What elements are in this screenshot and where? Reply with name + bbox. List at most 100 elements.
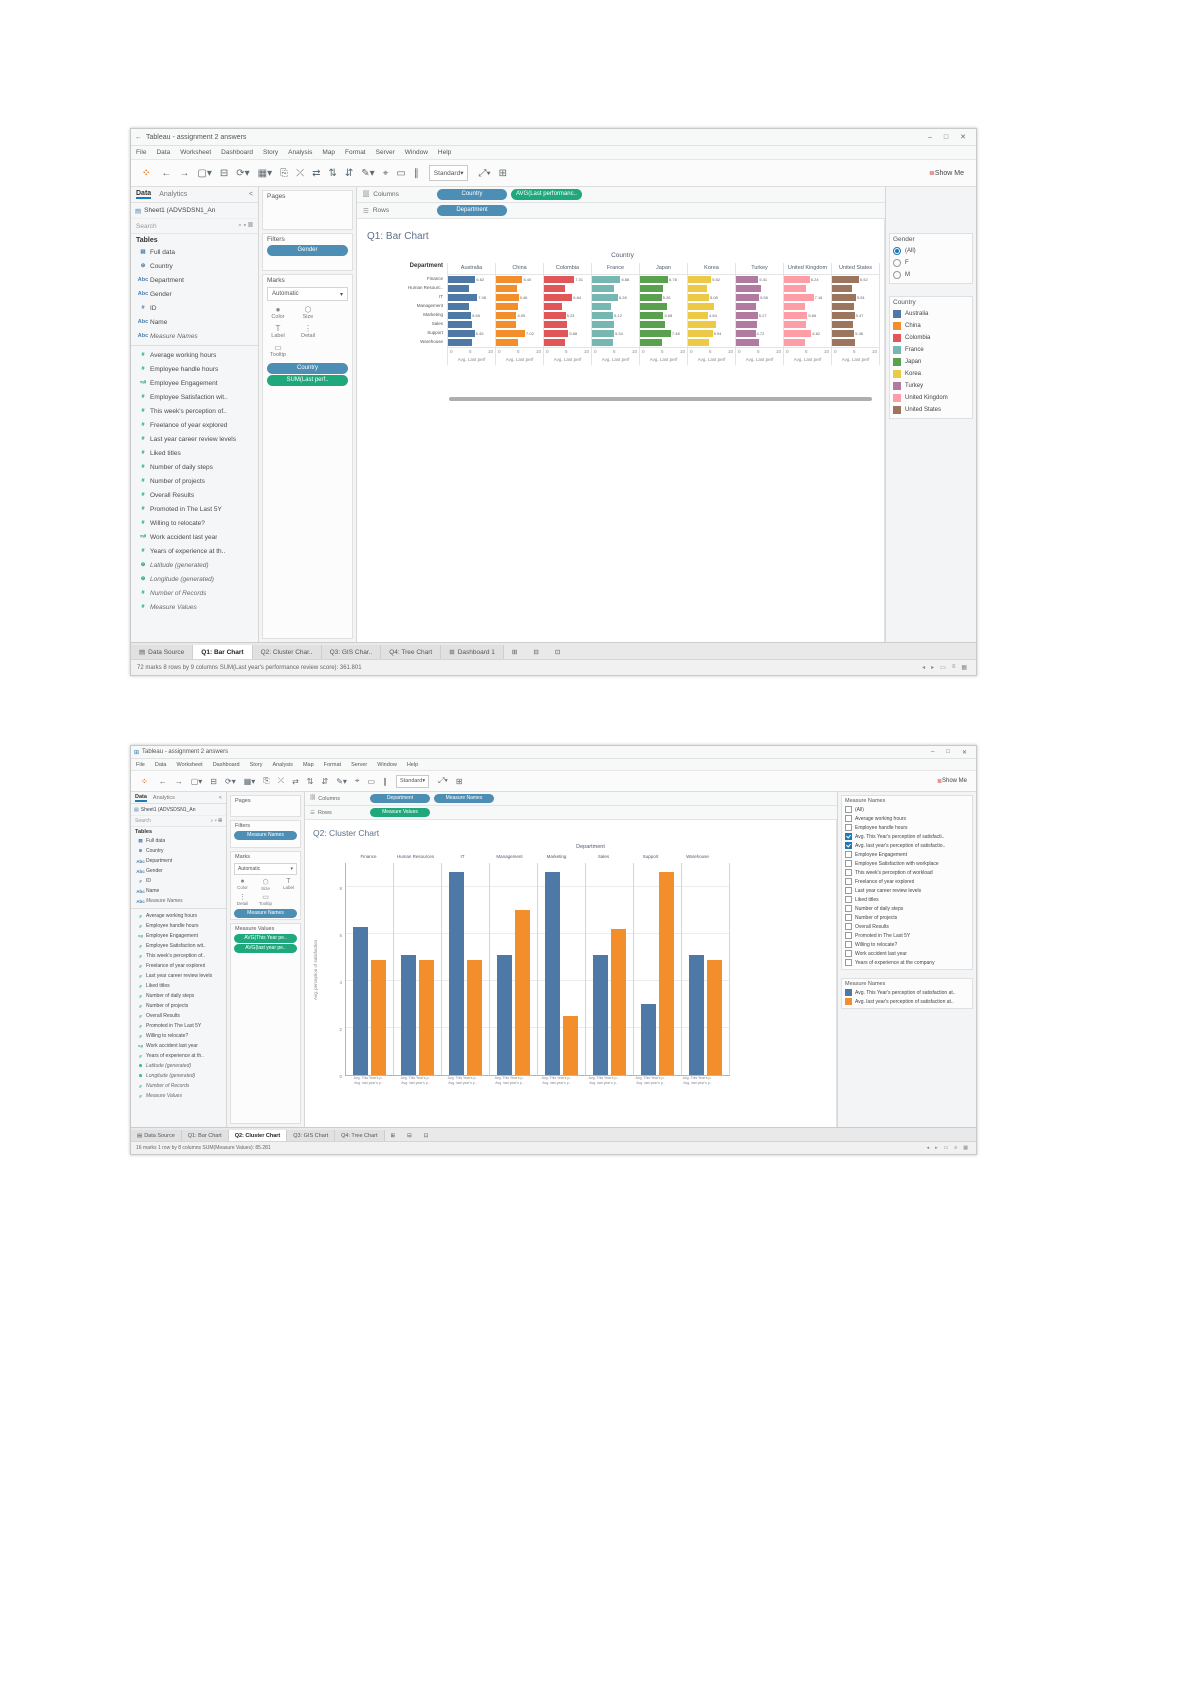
menu-story[interactable]: Story — [249, 761, 263, 768]
checkbox-icon[interactable] — [845, 923, 852, 930]
menu-worksheet[interactable]: Worksheet — [180, 149, 212, 156]
minimize-icon[interactable]: – — [931, 749, 935, 755]
checkbox-icon[interactable] — [845, 833, 852, 840]
marks-pill-measure-names[interactable]: Measure Names — [234, 909, 297, 918]
bar-mark[interactable] — [688, 330, 713, 337]
field-name[interactable]: Abc Name — [131, 315, 258, 329]
bar-mark[interactable] — [784, 312, 808, 319]
mark-type-dropdown[interactable]: Automatic ▾ — [267, 287, 348, 301]
field-id[interactable]: # ID — [131, 301, 258, 315]
measure-name-item[interactable]: Promoted in The Last 5Y — [845, 931, 969, 940]
field-work-accident-last-year[interactable]: =# Work accident last year — [131, 1041, 226, 1051]
sheet-tab-q4-tree-chart[interactable]: Q4: Tree Chart — [335, 1130, 385, 1141]
field-latitude-generated-[interactable]: ⊕ Latitude (generated) — [131, 558, 258, 572]
field-this-week-s-perception-of-[interactable]: # This week's perception of.. — [131, 404, 258, 418]
measure-name-item[interactable]: This week's perception of workload — [845, 868, 969, 877]
marks-button-detail[interactable]: ⋮ Detail — [231, 892, 254, 907]
bar-mark[interactable] — [544, 285, 565, 292]
status-icon-4[interactable]: ▦ — [963, 1145, 968, 1151]
toolbar-icon-5[interactable]: ▦▾ — [243, 776, 256, 786]
columns-pill-department[interactable]: Department — [370, 794, 430, 803]
field-gender[interactable]: Abc Gender — [131, 866, 226, 876]
menu-format[interactable]: Format — [323, 761, 342, 768]
checkbox-icon[interactable] — [845, 887, 852, 894]
field-willing-to-relocate-[interactable]: # Willing to relocate? — [131, 1031, 226, 1041]
bar-mark[interactable] — [784, 276, 810, 283]
menu-dashboard[interactable]: Dashboard — [212, 761, 240, 768]
measure-values-pill-avg-last-year-pe-[interactable]: AVG(last year pe.. — [234, 944, 297, 953]
status-icon-2[interactable]: ▭ — [940, 665, 946, 671]
field-employee-handle-hours[interactable]: # Employee handle hours — [131, 921, 226, 931]
toolbar-icon-11[interactable]: ✎▾ — [361, 167, 375, 179]
bar-mark[interactable] — [496, 303, 519, 310]
measure-values-pill-avg-this-year-pe-[interactable]: AVG(This Year pe.. — [234, 934, 297, 943]
bar-mark[interactable] — [640, 294, 662, 301]
checkbox-icon[interactable] — [845, 851, 852, 858]
field-full-data[interactable]: ▤ Full data — [131, 245, 258, 259]
toolbar-icon-4[interactable]: ⟳▾ — [224, 776, 236, 786]
sheet-tab-data-source[interactable]: ▤ Data Source — [131, 1130, 182, 1141]
radio-icon[interactable] — [893, 271, 901, 279]
bar-mark[interactable] — [448, 294, 478, 301]
status-icon-0[interactable]: ◂ — [922, 665, 926, 671]
toolbar-icon-12[interactable]: ⌖ — [354, 776, 360, 785]
bar-mark[interactable] — [353, 926, 368, 1075]
sheet-tab-q1-bar-chart[interactable]: Q1: Bar Chart — [193, 645, 253, 659]
new-dashboard-icon[interactable]: ⊟ — [533, 649, 539, 656]
measure-name-item[interactable]: Work accident last year — [845, 949, 969, 958]
collapse-pane-icon[interactable]: < — [248, 191, 253, 198]
field-willing-to-relocate-[interactable]: # Willing to relocate? — [131, 516, 258, 530]
rows-pill-department[interactable]: Department — [437, 205, 507, 216]
field-id[interactable]: # ID — [131, 876, 226, 886]
field-number-of-daily-steps[interactable]: # Number of daily steps — [131, 991, 226, 1001]
toolbar-icon-2[interactable]: ▢▾ — [197, 167, 212, 179]
field-average-working-hours[interactable]: # Average working hours — [131, 911, 226, 921]
field-number-of-daily-steps[interactable]: # Number of daily steps — [131, 460, 258, 474]
bar-mark[interactable] — [611, 928, 626, 1075]
rows-shelf[interactable]: ☰ Rows Department — [357, 203, 885, 219]
toolbar-icon-12[interactable]: ⌖ — [382, 167, 389, 179]
bar-mark[interactable] — [736, 312, 758, 319]
checkbox-icon[interactable] — [845, 878, 852, 885]
field-measure-values[interactable]: # Measure Values — [131, 1091, 226, 1101]
field-country[interactable]: ⊕ Country — [131, 259, 258, 273]
bar-mark[interactable] — [832, 294, 857, 301]
measure-name-item[interactable]: Average working hours — [845, 814, 969, 823]
measure-name-item[interactable]: Willing to relocate? — [845, 940, 969, 949]
toolbar-icon-9[interactable]: ⇅ — [328, 167, 337, 179]
bar-mark[interactable] — [593, 954, 608, 1075]
bar-mark[interactable] — [592, 339, 614, 346]
field-gender[interactable]: Abc Gender — [131, 287, 258, 301]
search-icons[interactable]: ⌕ ▾ ▦ — [238, 222, 253, 229]
bar-mark[interactable] — [736, 285, 762, 292]
field-measure-values[interactable]: # Measure Values — [131, 600, 258, 614]
bar-mark[interactable] — [448, 276, 476, 283]
field-years-of-experience-at-th-[interactable]: # Years of experience at th.. — [131, 544, 258, 558]
toolbar-right-icon-1[interactable]: ⊞ — [498, 167, 508, 179]
bar-mark[interactable] — [544, 321, 568, 328]
bar-mark[interactable] — [544, 276, 575, 283]
sheet-tab-data-source[interactable]: ▤ Data Source — [131, 645, 194, 659]
new-story-icon[interactable]: ⊡ — [423, 1132, 429, 1139]
toolbar-icon-3[interactable]: ⊟ — [219, 167, 229, 179]
field-freelance-of-year-explored[interactable]: # Freelance of year explored — [131, 418, 258, 432]
fit-dropdown[interactable]: Standard ▾ — [428, 165, 469, 181]
bar-mark[interactable] — [448, 303, 470, 310]
checkbox-icon[interactable] — [845, 905, 852, 912]
menu-data[interactable]: Data — [156, 149, 171, 156]
datasource-name[interactable]: Sheet1 (ADVSDSN1_An — [140, 806, 196, 813]
bar-mark[interactable] — [784, 321, 807, 328]
marks-button-tooltip[interactable]: ▭ Tooltip — [263, 341, 293, 360]
checkbox-icon[interactable] — [845, 869, 852, 876]
toolbar-icon-6[interactable]: ⎘ — [280, 167, 289, 179]
field-overall-results[interactable]: # Overall Results — [131, 488, 258, 502]
menu-window[interactable]: Window — [377, 761, 397, 768]
bar-mark[interactable] — [640, 330, 671, 337]
field-last-year-career-review-levels[interactable]: # Last year career review levels — [131, 432, 258, 446]
bar-mark[interactable] — [832, 312, 855, 319]
columns-pill-country[interactable]: Country — [437, 189, 507, 200]
measure-name-item[interactable]: Freelance of year explored — [845, 877, 969, 886]
toolbar-icon-11[interactable]: ✎▾ — [336, 776, 347, 786]
bar-mark[interactable] — [640, 303, 667, 310]
field-average-working-hours[interactable]: # Average working hours — [131, 348, 258, 362]
